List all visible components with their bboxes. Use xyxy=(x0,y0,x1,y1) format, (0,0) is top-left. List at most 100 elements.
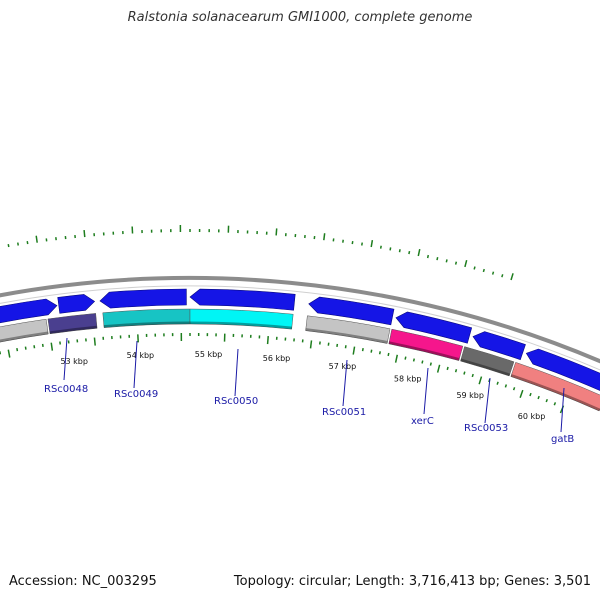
outer-tick xyxy=(389,247,392,251)
kbp-tick-ring xyxy=(0,333,565,414)
cds-arrow xyxy=(99,288,187,309)
kbp-label: 60 kbp xyxy=(518,412,546,421)
gene-bar xyxy=(388,328,464,361)
outer-tick xyxy=(398,249,401,253)
backbone-line xyxy=(0,285,600,371)
gene-bar-shadow xyxy=(103,321,190,328)
kbp-tick xyxy=(446,366,449,371)
kbp-tick xyxy=(429,362,432,366)
outer-tick xyxy=(454,261,458,265)
gene-leader-line xyxy=(560,387,565,433)
kbp-tick xyxy=(504,384,508,388)
gene-leader-line xyxy=(133,340,138,389)
outer-tick xyxy=(323,233,326,241)
outer-tick xyxy=(275,228,278,236)
gene-label: RSc0049 xyxy=(114,389,158,400)
kbp-tick xyxy=(361,348,364,352)
gene-bar xyxy=(189,308,294,330)
gene-label: RSc0051 xyxy=(322,407,366,418)
outer-tick xyxy=(491,271,495,275)
outer-tick xyxy=(426,254,430,259)
outer-tick xyxy=(473,266,476,270)
kbp-tick xyxy=(7,349,11,358)
gene-bar xyxy=(460,346,515,377)
cds-arrow xyxy=(308,296,395,326)
outer-tick xyxy=(482,268,485,273)
outer-tick xyxy=(510,273,514,281)
gene-bar xyxy=(305,315,391,344)
kbp-tick xyxy=(496,381,499,385)
outer-tick xyxy=(464,260,468,268)
backbone-line xyxy=(0,276,600,364)
gene-label-layer: RSc0048 RSc0049 RSc0050 RSc0051 xerC RSc0053 g… xyxy=(44,337,574,445)
kbp-tick xyxy=(93,337,96,346)
gene-bar xyxy=(510,362,600,412)
kbp-tick xyxy=(404,356,407,360)
outer-tick xyxy=(370,240,374,248)
gene-leader-line xyxy=(484,377,491,424)
kbp-tick xyxy=(378,351,381,355)
kbp-tick xyxy=(412,358,416,362)
kbp-tick xyxy=(436,364,441,373)
kbp-label: 54 kbp xyxy=(127,351,155,360)
outer-tick xyxy=(83,230,86,238)
kbp-tick xyxy=(370,349,373,353)
gene-bar-shadow xyxy=(460,358,511,376)
genome-backbone xyxy=(0,276,600,371)
map-title: Ralstonia solanacearum GMI1000, complete… xyxy=(127,10,473,25)
accession-text: Accession: NC_003295 xyxy=(9,574,157,589)
outer-tick xyxy=(445,259,448,263)
gene-bar-shadow xyxy=(0,331,49,343)
outer-tick xyxy=(417,248,421,257)
kbp-tick xyxy=(545,398,548,403)
gene-label: gatB xyxy=(551,434,574,445)
cds-arrow xyxy=(0,298,58,324)
kbp-tick xyxy=(394,354,399,363)
kbp-tick xyxy=(463,371,466,375)
genome-summary-text: Topology: circular; Length: 3,716,413 bp… xyxy=(233,574,591,589)
kbp-tick xyxy=(309,340,313,349)
cds-arrow xyxy=(395,311,473,344)
kbp-label: 56 kbp xyxy=(263,354,291,363)
cds-arrow xyxy=(472,331,526,361)
kbp-label: 53 kbp xyxy=(60,357,88,366)
gene-bar-shadow xyxy=(49,325,98,334)
kbp-tick xyxy=(529,392,532,397)
outer-tick xyxy=(436,257,439,261)
kbp-tick xyxy=(512,387,516,391)
gene-bar-shadow xyxy=(190,321,292,330)
kbp-label: 58 kbp xyxy=(394,375,422,384)
gene-leader-line xyxy=(342,359,348,407)
gene-bar-shadow xyxy=(388,341,460,361)
kbp-tick xyxy=(537,395,540,400)
outer-tick xyxy=(408,250,411,255)
kbp-tick xyxy=(266,336,269,345)
gene-bar-shadow xyxy=(305,328,388,344)
gene-leader-line xyxy=(234,348,239,397)
kbp-label: 57 kbp xyxy=(329,362,357,371)
gene-label: RSc0053 xyxy=(464,423,508,434)
outer-tick xyxy=(379,245,382,249)
gene-leader-line xyxy=(63,337,68,381)
gene-color-track xyxy=(0,308,600,412)
kbp-tick xyxy=(352,346,356,355)
cds-arrow-track xyxy=(0,288,600,391)
kbp-tick xyxy=(553,402,557,406)
kbp-label: 59 kbp xyxy=(456,391,484,400)
gene-label: RSc0048 xyxy=(44,384,88,395)
gene-leader-line xyxy=(423,367,429,415)
kbp-tick xyxy=(471,373,474,378)
cds-arrow xyxy=(189,288,296,311)
kbp-label-ring: 53 kbp 54 kbp 55 kbp 56 kbp 57 kbp 58 kbp 59 k… xyxy=(60,350,545,421)
kbp-tick xyxy=(519,389,524,398)
kbp-tick xyxy=(16,348,19,352)
kbp-tick xyxy=(387,352,390,357)
kbp-tick xyxy=(421,360,424,364)
kbp-tick xyxy=(50,342,54,351)
gene-bar-shadow xyxy=(510,374,600,411)
kbp-tick xyxy=(478,376,483,385)
outer-tick xyxy=(35,235,38,243)
outer-tick-ring xyxy=(0,225,514,281)
gene-bar xyxy=(47,313,98,335)
